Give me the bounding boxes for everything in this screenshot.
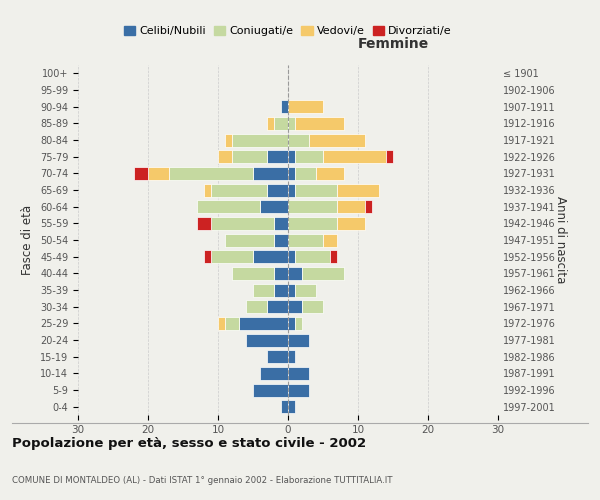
Bar [288,167,295,180]
Bar [288,150,295,163]
Bar [134,167,148,180]
Bar [323,234,337,246]
Bar [246,334,288,346]
Bar [288,400,295,413]
Bar [274,234,288,246]
Text: Popolazione per età, sesso e stato civile - 2002: Popolazione per età, sesso e stato civil… [12,437,366,450]
Bar [267,150,288,163]
Bar [295,150,323,163]
Bar [267,300,288,313]
Bar [232,150,267,163]
Bar [288,217,337,230]
Bar [323,150,386,163]
Bar [148,167,169,180]
Bar [288,317,295,330]
Bar [225,134,232,146]
Bar [211,184,267,196]
Bar [295,250,330,263]
Text: COMUNE DI MONTALDEO (AL) - Dati ISTAT 1° gennaio 2002 - Elaborazione TUTTITALIA.: COMUNE DI MONTALDEO (AL) - Dati ISTAT 1°… [12,476,392,485]
Bar [197,200,260,213]
Legend: Celibi/Nubili, Coniugati/e, Vedovi/e, Divorziati/e: Celibi/Nubili, Coniugati/e, Vedovi/e, Di… [120,22,456,41]
Bar [218,150,232,163]
Bar [288,267,302,280]
Bar [253,250,288,263]
Bar [232,267,274,280]
Bar [253,284,274,296]
Bar [225,234,274,246]
Bar [386,150,393,163]
Y-axis label: Anni di nascita: Anni di nascita [554,196,567,284]
Bar [204,250,211,263]
Bar [211,250,253,263]
Bar [288,384,309,396]
Bar [295,284,316,296]
Bar [288,184,295,196]
Bar [288,300,302,313]
Bar [288,134,309,146]
Bar [274,117,288,130]
Bar [267,184,288,196]
Bar [337,184,379,196]
Bar [288,334,309,346]
Bar [239,317,288,330]
Bar [232,134,288,146]
Bar [267,117,274,130]
Bar [295,117,344,130]
Bar [295,167,316,180]
Bar [288,117,295,130]
Bar [260,200,288,213]
Bar [295,184,337,196]
Y-axis label: Fasce di età: Fasce di età [22,205,34,275]
Bar [274,284,288,296]
Bar [288,100,323,113]
Bar [288,200,337,213]
Bar [281,100,288,113]
Bar [365,200,372,213]
Bar [267,350,288,363]
Bar [260,367,288,380]
Bar [197,217,211,230]
Bar [337,217,365,230]
Bar [302,300,323,313]
Bar [309,134,365,146]
Bar [253,384,288,396]
Bar [274,267,288,280]
Bar [288,367,309,380]
Bar [204,184,211,196]
Bar [288,250,295,263]
Bar [295,317,302,330]
Bar [288,350,295,363]
Bar [288,234,323,246]
Bar [169,167,253,180]
Bar [337,200,365,213]
Bar [225,317,239,330]
Bar [274,217,288,230]
Bar [302,267,344,280]
Bar [316,167,344,180]
Bar [281,400,288,413]
Bar [218,317,225,330]
Bar [330,250,337,263]
Bar [211,217,274,230]
Bar [288,284,295,296]
Bar [253,167,288,180]
Bar [246,300,267,313]
Text: Femmine: Femmine [358,37,428,51]
